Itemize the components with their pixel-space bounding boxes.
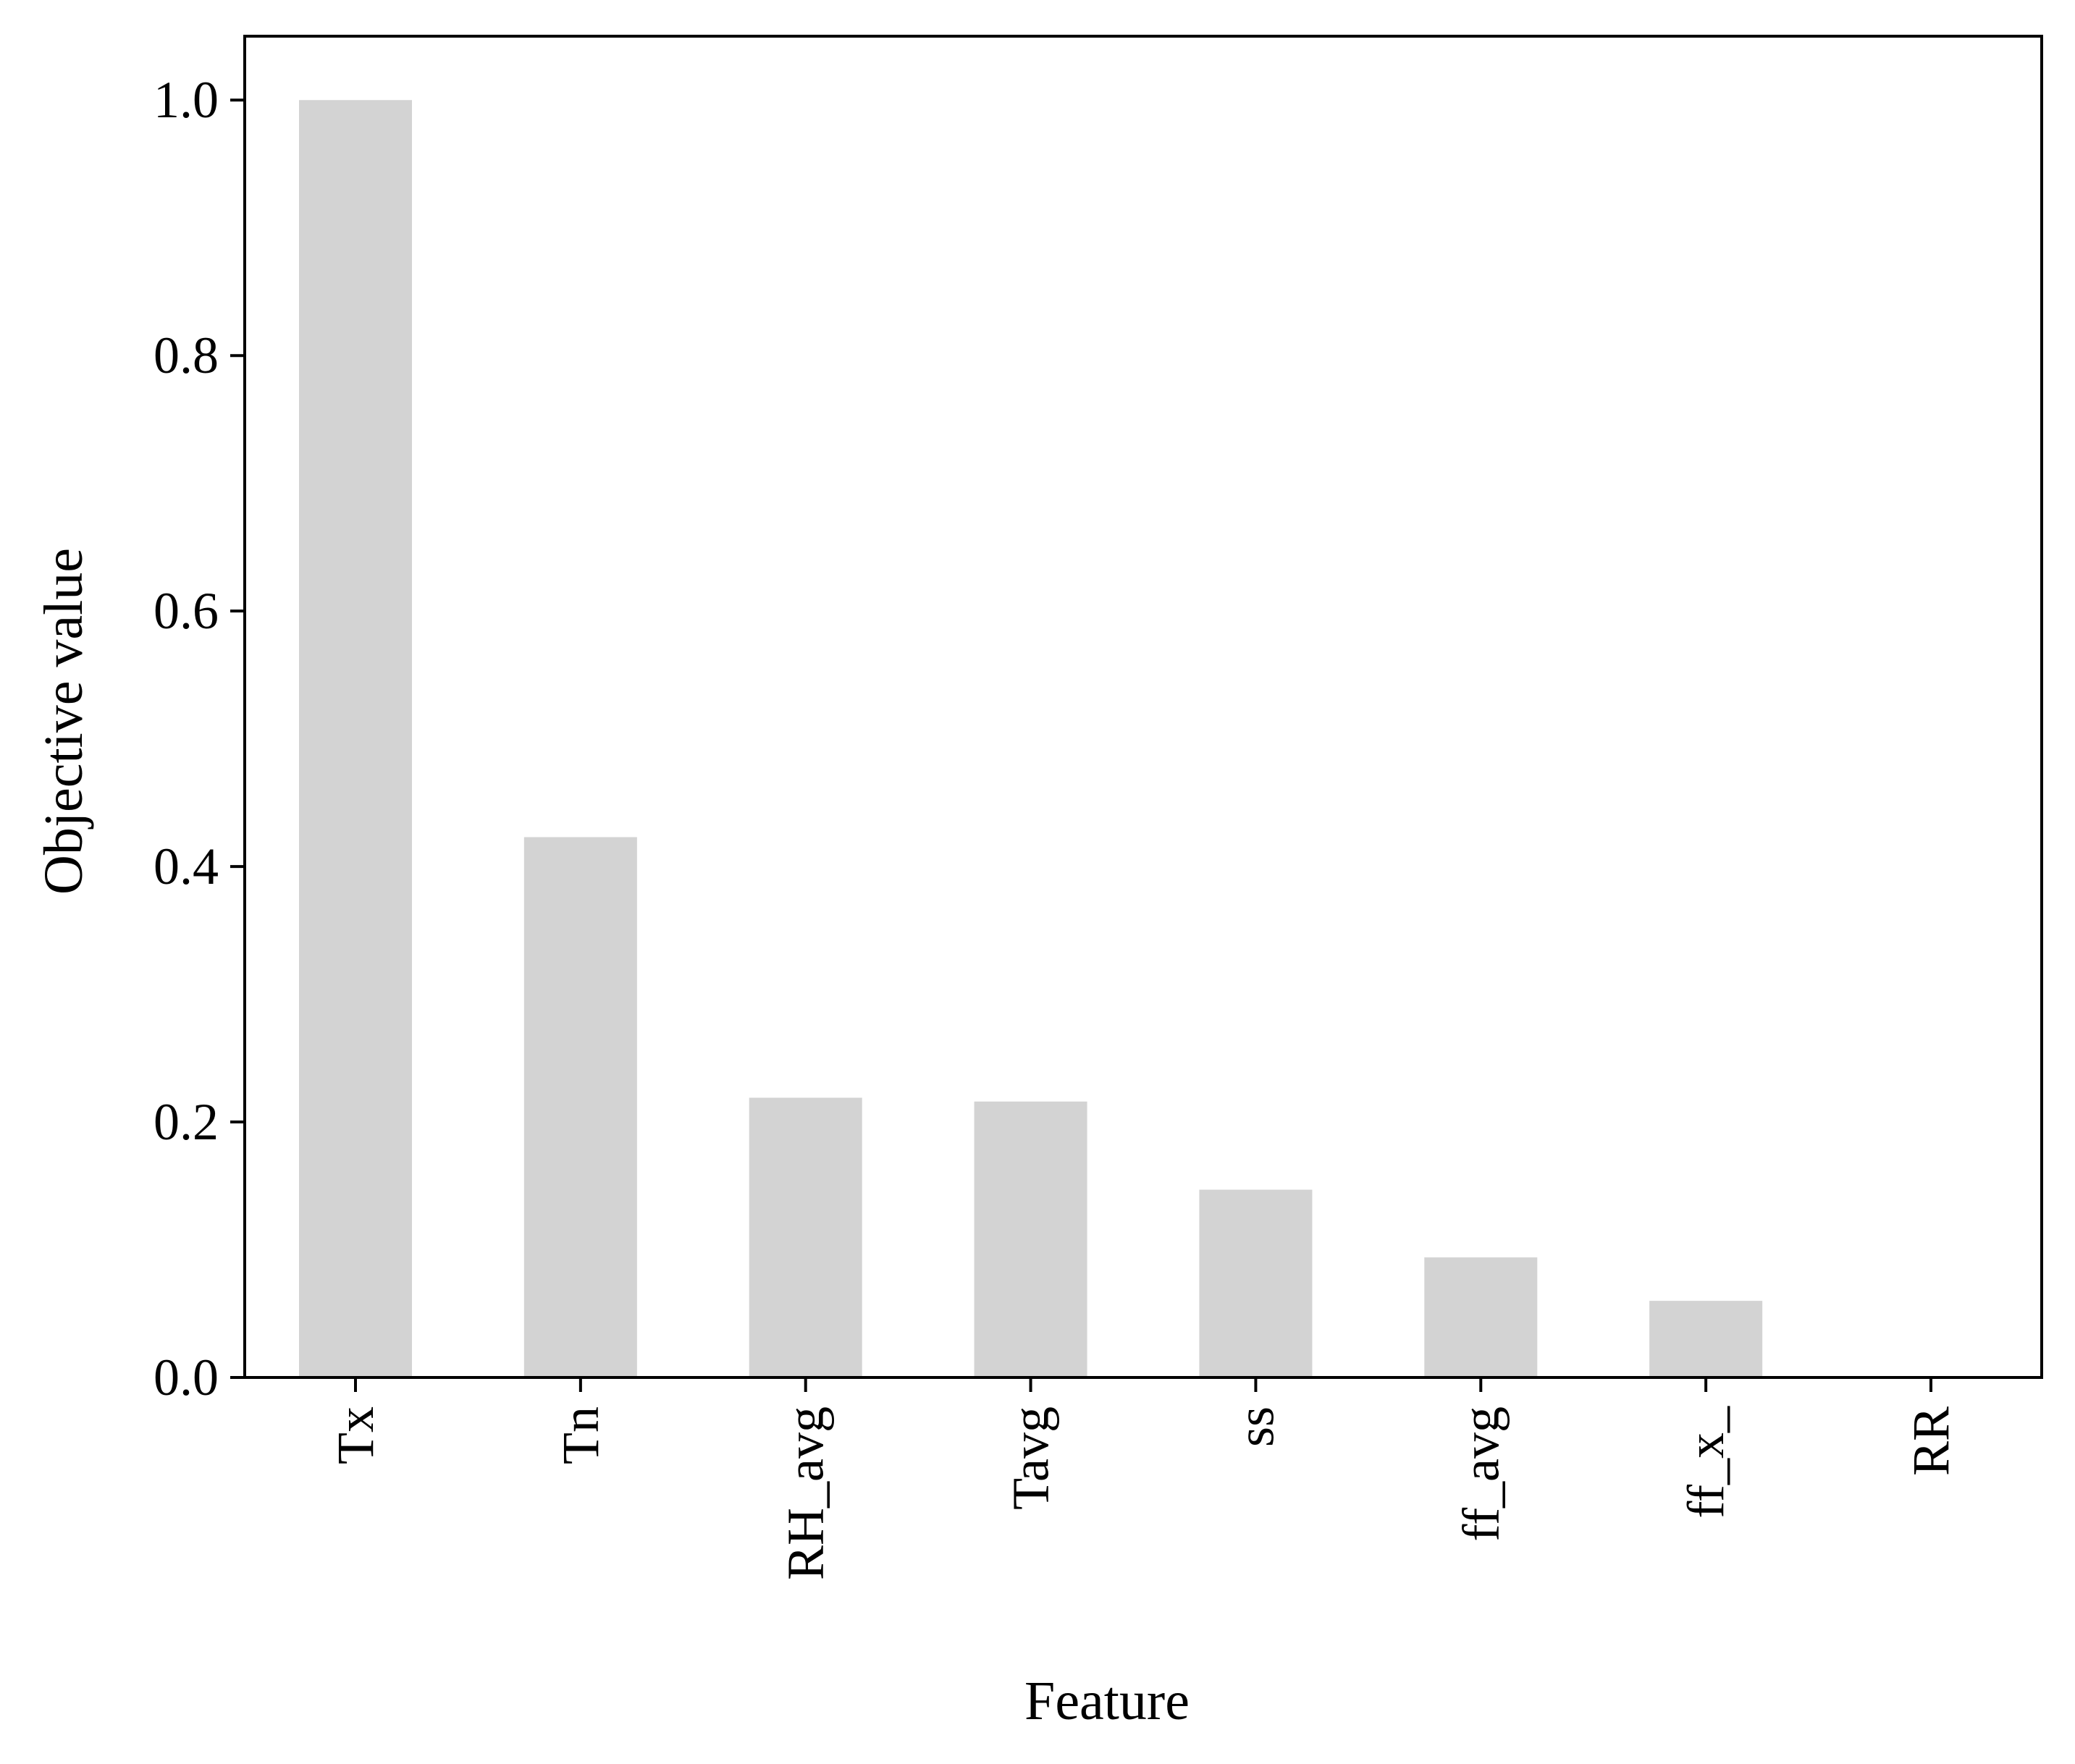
x-tick-label: ff_x_ bbox=[1677, 1406, 1735, 1519]
y-tick-label: 0.2 bbox=[153, 1093, 219, 1151]
x-tick-label: RR bbox=[1902, 1406, 1960, 1476]
y-tick-label: 1.0 bbox=[153, 71, 219, 129]
y-tick-label: 0.8 bbox=[153, 326, 219, 384]
y-axis-ticks: 0.0 0.2 0.4 0.6 0.8 1.0 bbox=[153, 71, 245, 1406]
plot-area-frame bbox=[243, 35, 2043, 1379]
bars-group bbox=[299, 100, 1763, 1378]
x-tick-label: RH_avg bbox=[777, 1406, 835, 1580]
x-tick-label: Tn bbox=[552, 1406, 610, 1464]
bar-ss bbox=[1199, 1189, 1313, 1377]
y-tick-label: 0.0 bbox=[153, 1349, 219, 1406]
bar-ff-avg bbox=[1424, 1257, 1538, 1377]
bar-rh-avg bbox=[749, 1097, 862, 1377]
bar-tn bbox=[523, 837, 637, 1377]
x-axis-ticks: Tx Tn RH_avg Tavg ss ff_avg ff_x_ RR bbox=[327, 1377, 1960, 1580]
y-tick-label: 0.4 bbox=[153, 837, 219, 895]
x-axis-title: Feature bbox=[1024, 1671, 1190, 1731]
y-tick-label: 0.6 bbox=[153, 582, 219, 640]
x-tick-label: ff_avg bbox=[1452, 1406, 1510, 1542]
y-axis-title: Objective value bbox=[33, 548, 94, 895]
bar-ff-x bbox=[1649, 1301, 1763, 1377]
x-tick-label: Tx bbox=[327, 1406, 384, 1464]
x-tick-label: Tavg bbox=[1002, 1406, 1060, 1510]
bar-tavg bbox=[974, 1101, 1087, 1377]
x-tick-label: ss bbox=[1226, 1406, 1284, 1447]
bar-tx bbox=[299, 100, 412, 1378]
